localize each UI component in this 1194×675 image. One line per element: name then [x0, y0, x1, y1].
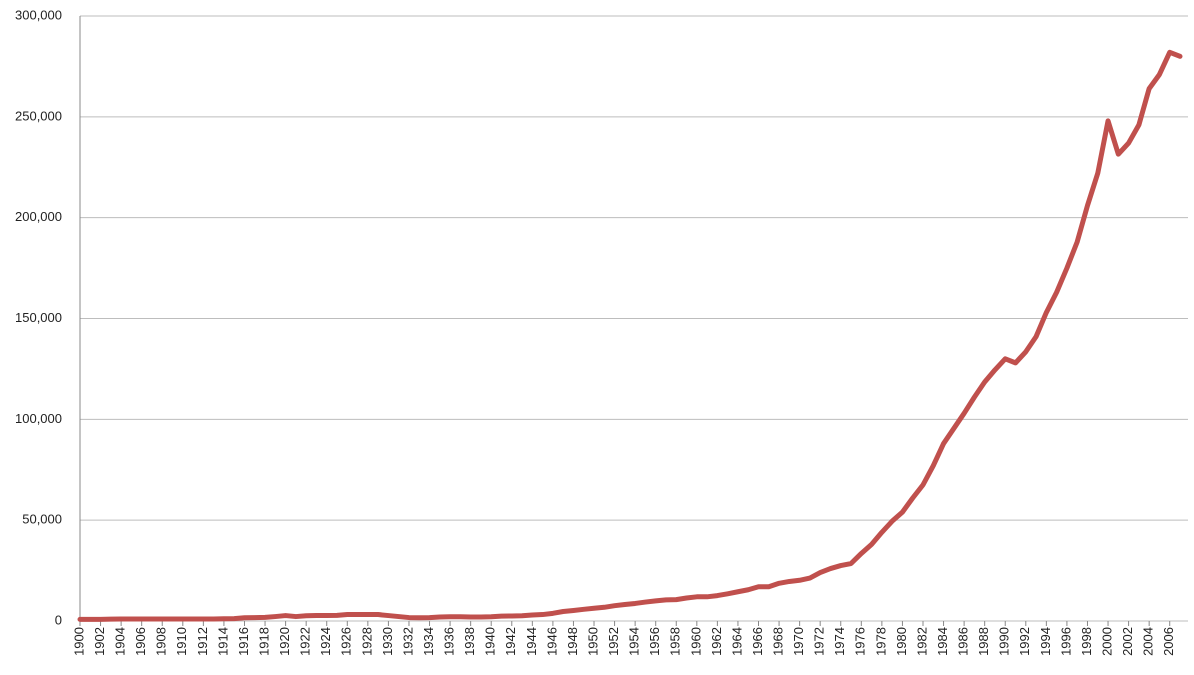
- x-tick-label: 1934: [421, 627, 436, 656]
- x-tick-label: 1966: [750, 627, 765, 656]
- x-tick-label: 1912: [195, 627, 210, 656]
- x-tick-label: 1952: [606, 627, 621, 656]
- x-tick-label: 1906: [133, 627, 148, 656]
- y-tick-label: 150,000: [15, 310, 62, 325]
- x-tick-label: 1980: [894, 627, 909, 656]
- x-tick-label: 1908: [154, 627, 169, 656]
- x-tick-label: 1948: [565, 627, 580, 656]
- x-tick-label: 1904: [113, 627, 128, 656]
- x-tick-label: 1986: [956, 627, 971, 656]
- x-tick-label: 1916: [236, 627, 251, 656]
- x-tick-label: 1972: [812, 627, 827, 656]
- data-line: [77, 49, 1183, 622]
- x-tick-label: 1970: [791, 627, 806, 656]
- x-tick-label: 1938: [462, 627, 477, 656]
- x-tick-label: 1964: [729, 627, 744, 656]
- x-tick-label: 1902: [92, 627, 107, 656]
- x-tick-label: 1944: [524, 627, 539, 656]
- x-tick-label: 1960: [688, 627, 703, 656]
- x-tick-label: 1996: [1058, 627, 1073, 656]
- x-tick-label: 1946: [544, 627, 559, 656]
- x-tick-label: 1998: [1079, 627, 1094, 656]
- x-tick-label: 2000: [1099, 627, 1114, 656]
- x-tick-label: 1950: [585, 627, 600, 656]
- x-tick-label: 1940: [483, 627, 498, 656]
- y-tick-label: 200,000: [15, 209, 62, 224]
- y-tick-label: 250,000: [15, 108, 62, 123]
- x-tick-label: 1978: [873, 627, 888, 656]
- x-tick-label: 1962: [709, 627, 724, 656]
- x-tick-label: 1914: [215, 627, 230, 656]
- x-tick-label: 1920: [277, 627, 292, 656]
- y-tick-label: 300,000: [15, 7, 62, 22]
- x-tick-label: 1958: [668, 627, 683, 656]
- x-tick-label: 1932: [400, 627, 415, 656]
- x-tick-label: 1918: [256, 627, 271, 656]
- y-tick-label: 50,000: [22, 512, 62, 527]
- y-tick-label: 0: [55, 612, 62, 627]
- x-tick-label: 1956: [647, 627, 662, 656]
- x-tick-label: 1924: [318, 627, 333, 656]
- x-tick-label: 1928: [359, 627, 374, 656]
- x-tick-label: 1984: [935, 627, 950, 656]
- x-tick-label: 2002: [1120, 627, 1135, 656]
- x-tick-label: 1930: [380, 627, 395, 656]
- x-tick-label: 1994: [1038, 627, 1053, 656]
- x-tick-label: 1990: [997, 627, 1012, 656]
- x-tick-label: 1936: [442, 627, 457, 656]
- x-tick-label: 2004: [1141, 627, 1156, 656]
- x-tick-label: 1974: [832, 627, 847, 656]
- x-tick-label: 1954: [627, 627, 642, 656]
- y-tick-label: 100,000: [15, 411, 62, 426]
- x-tick-label: 1942: [503, 627, 518, 656]
- x-tick-label: 1968: [771, 627, 786, 656]
- x-tick-label: 1982: [914, 627, 929, 656]
- x-tick-label: 1976: [853, 627, 868, 656]
- x-tick-label: 1926: [339, 627, 354, 656]
- x-tick-label: 1992: [1017, 627, 1032, 656]
- x-tick-label: 1988: [976, 627, 991, 656]
- x-tick-label: 2006: [1161, 627, 1176, 656]
- x-tick-label: 1900: [71, 627, 86, 656]
- x-tick-label: 1922: [298, 627, 313, 656]
- x-tick-label: 1910: [174, 627, 189, 656]
